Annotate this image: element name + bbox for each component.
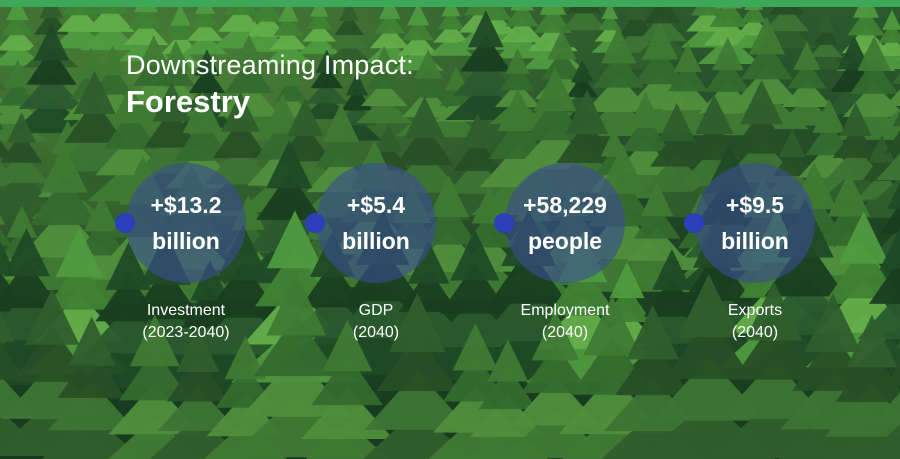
stat-unit: billion — [721, 228, 789, 254]
stat-employment: +58,229 people Employment (2040) — [494, 163, 654, 353]
accent-bar — [0, 0, 900, 7]
stat-unit: people — [527, 228, 603, 254]
stat-label-name: Investment — [146, 302, 226, 319]
stat-circle: +$9.5 billion — [695, 163, 815, 283]
stat-value: +$13.2 — [150, 192, 222, 218]
title-prefix: Downstreaming Impact: — [126, 50, 414, 80]
stat-unit: billion — [152, 228, 220, 254]
stat-label-name: GDP — [358, 302, 394, 319]
stat-label-period: (2040) — [352, 324, 400, 341]
bullet-dot — [305, 213, 325, 233]
bullet-dot — [684, 213, 704, 233]
bullet-dot — [115, 213, 135, 233]
stat-gdp: +$5.4 billion GDP (2040) — [305, 163, 465, 353]
stat-label-period: (2040) — [731, 324, 779, 341]
stat-label: GDP (2040) — [305, 300, 447, 344]
stat-circle: +$13.2 billion — [126, 163, 246, 283]
stat-label-name: Exports — [727, 302, 783, 319]
stat-label-period: (2023-2040) — [142, 324, 230, 341]
page-title: Forestry — [126, 84, 251, 119]
stat-value: +$9.5 — [725, 192, 785, 218]
stat-exports: +$9.5 billion Exports (2040) — [684, 163, 844, 353]
stat-unit: billion — [342, 228, 410, 254]
stat-investment: +$13.2 billion Investment (2023-2040) — [115, 163, 275, 353]
stat-label-period: (2040) — [541, 324, 589, 341]
bullet-dot — [494, 213, 514, 233]
stat-label-name: Employment — [520, 302, 610, 319]
stat-label: Investment (2023-2040) — [115, 300, 257, 344]
stat-value: +$5.4 — [346, 192, 406, 218]
stat-circle: +58,229 people — [505, 163, 625, 283]
stat-circle: +$5.4 billion — [316, 163, 436, 283]
stat-label: Employment (2040) — [494, 300, 636, 344]
stat-label: Exports (2040) — [684, 300, 826, 344]
stat-value: +58,229 — [523, 192, 607, 218]
